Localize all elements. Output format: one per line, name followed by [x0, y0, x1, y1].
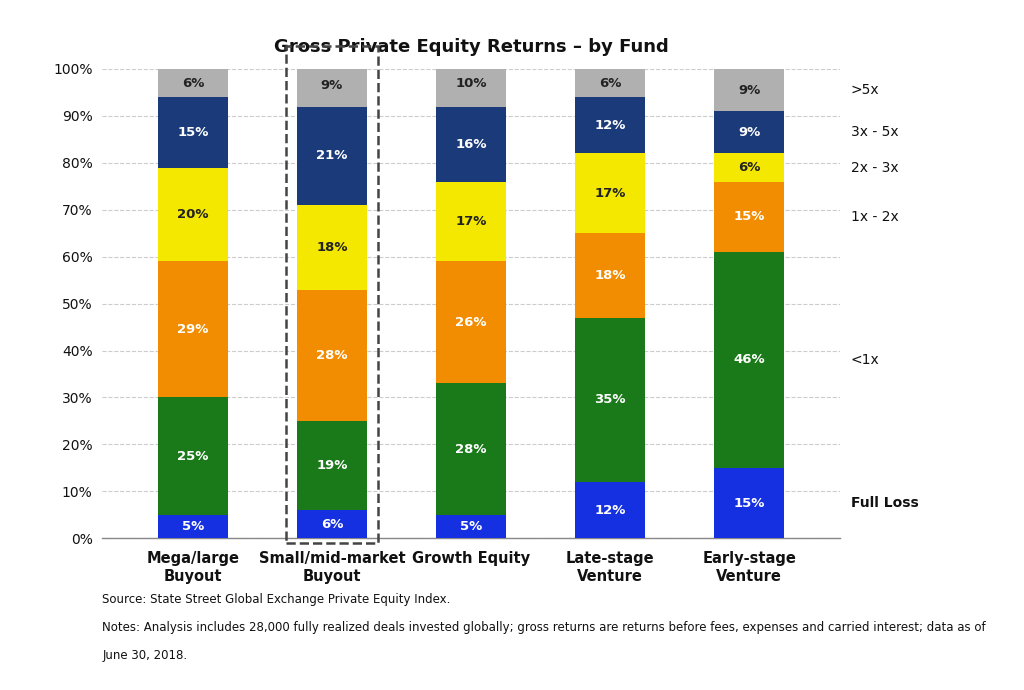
Text: 25%: 25%: [177, 450, 209, 462]
Text: 26%: 26%: [456, 316, 486, 329]
Bar: [575, 153, 645, 233]
Bar: [575, 482, 645, 538]
Text: 17%: 17%: [456, 215, 486, 228]
Bar: [158, 69, 227, 97]
Bar: [436, 262, 506, 384]
Text: 3x - 5x: 3x - 5x: [851, 126, 898, 139]
Text: 1x - 2x: 1x - 2x: [851, 210, 898, 224]
Text: 5%: 5%: [460, 520, 482, 533]
Text: 12%: 12%: [595, 119, 626, 132]
Bar: [297, 64, 367, 106]
Text: 20%: 20%: [177, 208, 209, 221]
Text: 6%: 6%: [321, 518, 343, 531]
Bar: [297, 205, 367, 290]
Bar: [436, 384, 506, 515]
Text: 19%: 19%: [316, 459, 347, 472]
Text: 15%: 15%: [733, 497, 765, 509]
Text: 18%: 18%: [316, 241, 348, 254]
Bar: [158, 515, 227, 538]
Text: 29%: 29%: [177, 323, 209, 336]
Bar: [158, 97, 227, 168]
Text: 18%: 18%: [594, 269, 626, 282]
Text: 5%: 5%: [181, 520, 204, 533]
Text: 6%: 6%: [181, 77, 204, 90]
Bar: [575, 233, 645, 317]
Text: 21%: 21%: [316, 149, 347, 162]
Bar: [436, 106, 506, 181]
Text: 6%: 6%: [599, 77, 622, 90]
Text: 9%: 9%: [738, 126, 761, 139]
Text: 28%: 28%: [316, 348, 348, 362]
Bar: [715, 153, 784, 181]
Bar: [715, 468, 784, 538]
Text: 15%: 15%: [177, 126, 209, 139]
Bar: [715, 181, 784, 252]
Text: Source: State Street Global Exchange Private Equity Index.: Source: State Street Global Exchange Pri…: [102, 593, 451, 607]
Text: 9%: 9%: [738, 83, 761, 97]
Text: 10%: 10%: [456, 77, 486, 90]
Bar: [158, 168, 227, 262]
Text: 15%: 15%: [733, 210, 765, 224]
Bar: [575, 69, 645, 97]
Text: <1x: <1x: [851, 353, 880, 367]
Bar: [297, 421, 367, 510]
Text: >5x: >5x: [851, 83, 880, 97]
Bar: [158, 262, 227, 397]
Bar: [715, 111, 784, 153]
Bar: [575, 97, 645, 153]
Bar: [297, 290, 367, 421]
Text: 9%: 9%: [321, 79, 343, 92]
Text: 2x - 3x: 2x - 3x: [851, 161, 898, 175]
Bar: [436, 59, 506, 106]
Bar: [297, 106, 367, 205]
Text: 46%: 46%: [733, 353, 765, 366]
Title: Gross Private Equity Returns – by Fund: Gross Private Equity Returns – by Fund: [273, 39, 669, 57]
Bar: [715, 252, 784, 468]
Text: 28%: 28%: [456, 442, 486, 455]
Text: Full Loss: Full Loss: [851, 496, 919, 510]
Text: June 30, 2018.: June 30, 2018.: [102, 649, 187, 662]
Text: 35%: 35%: [594, 393, 626, 406]
Bar: [436, 181, 506, 262]
Text: 16%: 16%: [456, 137, 486, 150]
Text: 17%: 17%: [595, 187, 626, 200]
Text: Notes: Analysis includes 28,000 fully realized deals invested globally; gross re: Notes: Analysis includes 28,000 fully re…: [102, 621, 986, 634]
Text: 6%: 6%: [738, 161, 761, 174]
Bar: [575, 317, 645, 482]
Bar: [158, 397, 227, 515]
Text: 12%: 12%: [595, 504, 626, 517]
Bar: [297, 510, 367, 538]
Bar: [715, 69, 784, 111]
Bar: [436, 515, 506, 538]
